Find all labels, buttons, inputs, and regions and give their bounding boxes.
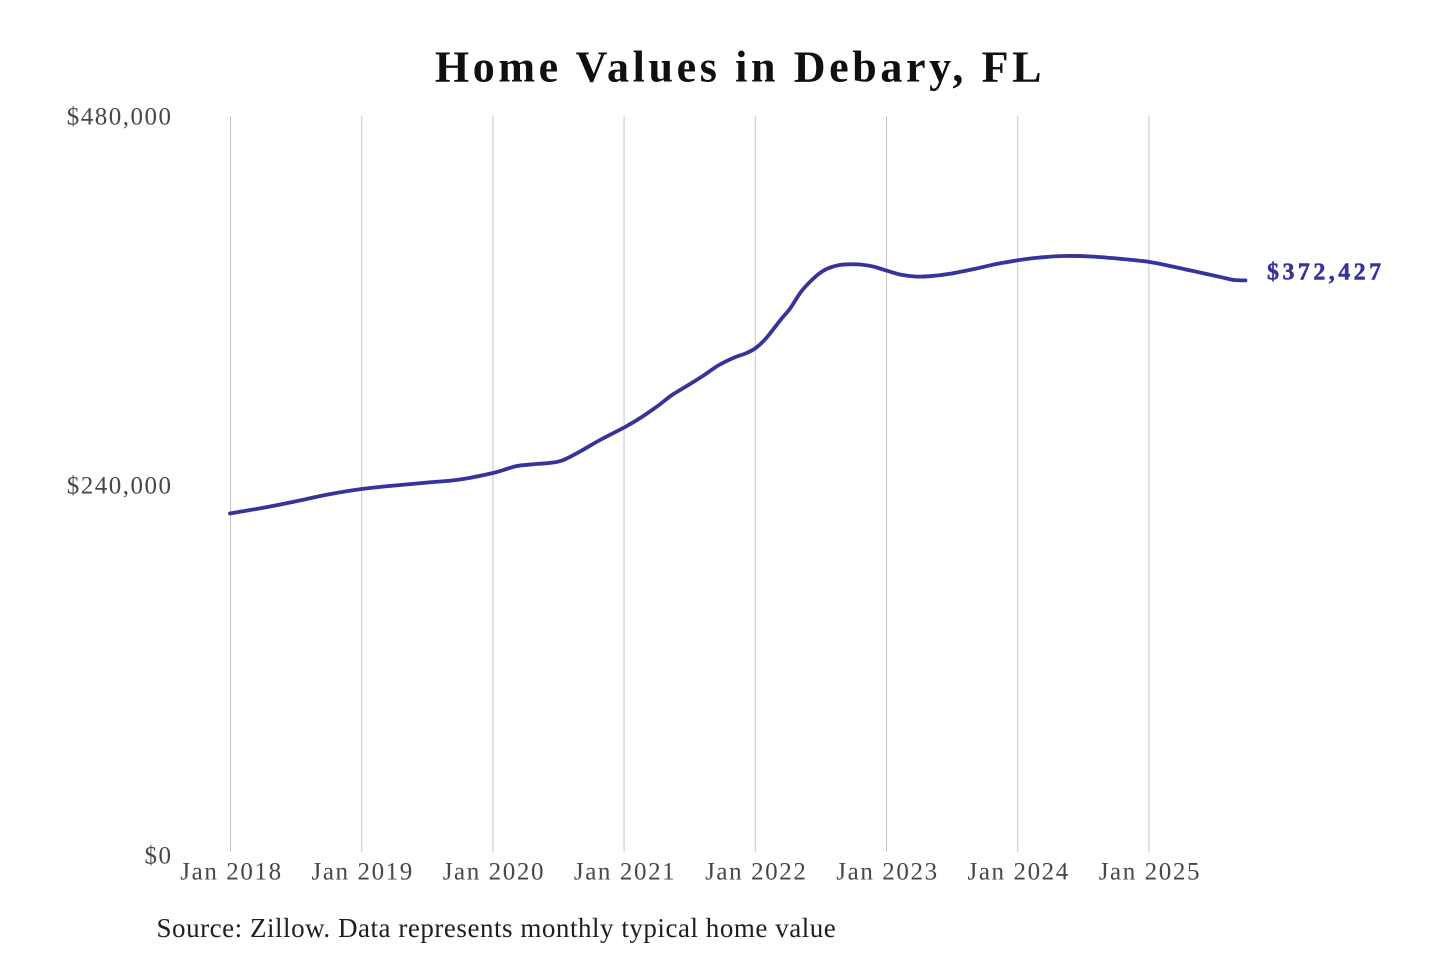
svg-text:$0: $0: [145, 843, 173, 870]
svg-text:Jan 2022: Jan 2022: [705, 859, 807, 886]
svg-text:Jan 2018: Jan 2018: [180, 859, 282, 886]
svg-text:Jan 2024: Jan 2024: [968, 859, 1070, 886]
svg-text:Source: Zillow. Data represent: Source: Zillow. Data represents monthly …: [157, 913, 837, 943]
svg-text:$480,000: $480,000: [67, 104, 173, 131]
svg-text:Jan 2023: Jan 2023: [836, 859, 938, 886]
svg-text:Jan 2020: Jan 2020: [443, 859, 545, 886]
svg-text:Home Values in Debary, FL: Home Values in Debary, FL: [435, 43, 1045, 92]
svg-text:$372,427: $372,427: [1267, 260, 1385, 286]
svg-text:Jan 2021: Jan 2021: [574, 859, 676, 886]
svg-text:Jan 2025: Jan 2025: [1099, 859, 1201, 886]
svg-text:$240,000: $240,000: [67, 472, 173, 499]
svg-text:Jan 2019: Jan 2019: [312, 859, 414, 886]
